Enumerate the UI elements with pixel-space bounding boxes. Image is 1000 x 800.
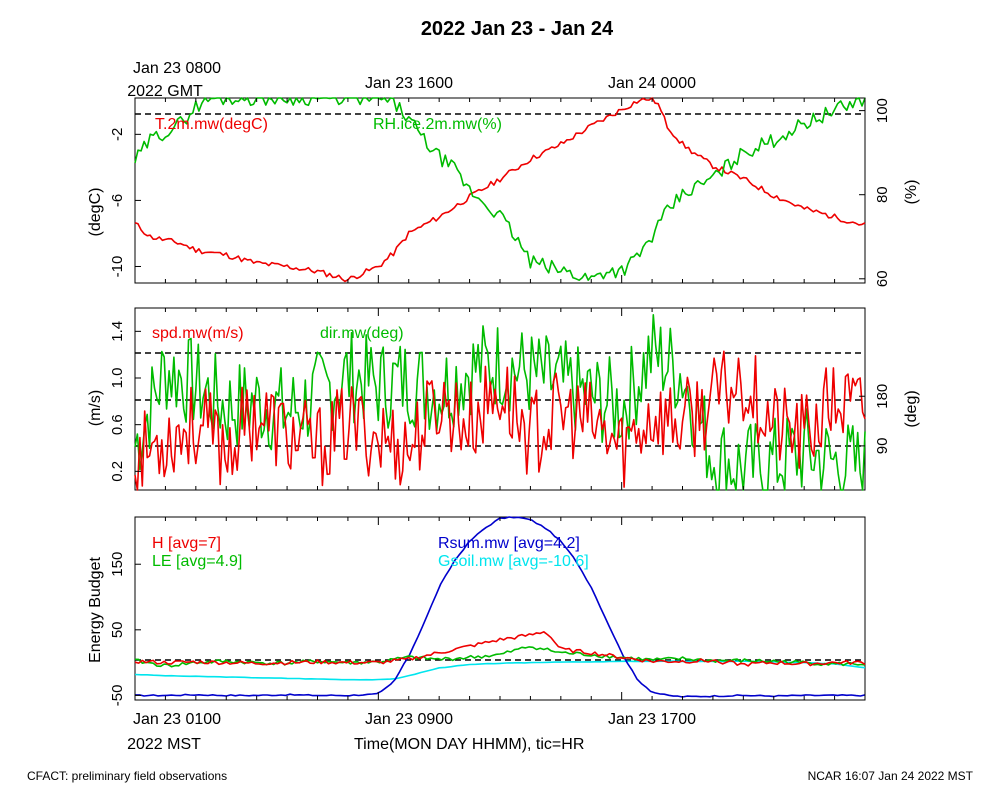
right-y-tick-label: 100: [874, 98, 891, 123]
right-y-tick-label: 180: [874, 384, 891, 409]
temperature-legend: T.2m.mw(degC): [155, 116, 268, 133]
panel-1-right-axis-label: (%): [903, 180, 920, 205]
panel-2-left-axis-label: (m/s): [87, 390, 104, 426]
rsum-legend: Rsum.mw [avg=4.2]: [438, 535, 580, 552]
left-y-tick-label: 1.4: [109, 321, 126, 342]
wind-speed-series-line: [134, 350, 866, 491]
panel-3-ticks: -50 50 150: [109, 517, 866, 707]
gsoil-series-line: [134, 660, 866, 681]
energy-budget-panel: -50 50 150 H [avg=7] LE [avg=4.9] Rsum.mw …: [87, 516, 866, 707]
left-y-tick-label: 1.0: [109, 368, 126, 389]
mst-tick-label-0: Jan 23 0100: [133, 711, 221, 728]
mst-tick-label-1: Jan 23 0900: [365, 711, 453, 728]
gmt-tick-label-1: Jan 23 1600: [365, 75, 453, 92]
mst-tick-label-2: Jan 23 1700: [608, 711, 696, 728]
le-series-line: [134, 646, 866, 668]
left-y-tick-label: 50: [109, 621, 126, 638]
wind-panel: 0.2 0.6 1.0 1.4 90 180 spd.mw(m/s) dir.mw(deg…: [87, 307, 920, 491]
h-series-line: [134, 630, 866, 667]
footer-left-note: CFACT: preliminary field observations: [27, 769, 227, 783]
panel-2-ticks: 0.2 0.6 1.0 1.4 90 180: [109, 308, 891, 490]
gsoil-legend: Gsoil.mw [avg=-10.6]: [438, 553, 589, 570]
right-y-tick-label: 60: [874, 270, 891, 287]
mst-year-label: 2022 MST: [127, 736, 201, 753]
temperature-series-line: [134, 97, 866, 283]
panel-1-ticks: -10 -6 -2 60 80 100: [109, 98, 891, 287]
x-axis-label: Time(MON DAY HHMM), tic=HR: [354, 736, 584, 753]
wind-direction-legend: dir.mw(deg): [320, 325, 404, 342]
le-legend: LE [avg=4.9]: [152, 553, 242, 570]
right-y-tick-label: 90: [874, 438, 891, 455]
h-legend: H [avg=7]: [152, 535, 221, 552]
footer-right-note: NCAR 16:07 Jan 24 2022 MST: [808, 769, 974, 783]
wind-speed-legend: spd.mw(m/s): [152, 325, 244, 342]
left-y-tick-label: -6: [109, 194, 126, 207]
panel-2-right-axis-label: (deg): [903, 390, 920, 427]
temperature-rh-panel: -10 -6 -2 60 80 100 T.2m.mw(degC) RH.ice.2m.m…: [87, 97, 920, 287]
gmt-tick-label-2: Jan 24 0000: [608, 75, 696, 92]
panel-3-axis-label: Energy Budget: [87, 557, 104, 663]
panel-1-left-axis-label: (degC): [87, 188, 104, 237]
left-y-tick-label: 150: [109, 552, 126, 577]
gmt-tick-label-0: Jan 23 0800: [133, 60, 221, 77]
rh-legend: RH.ice.2m.mw(%): [373, 116, 502, 133]
right-y-tick-label: 80: [874, 186, 891, 203]
gmt-year-label: 2022 GMT: [127, 83, 203, 100]
wind-direction-series-line: [134, 313, 866, 491]
left-y-tick-label: 0.2: [109, 461, 126, 482]
left-y-tick-label: -2: [109, 128, 126, 141]
left-y-tick-label: -50: [109, 685, 126, 707]
chart-title: 2022 Jan 23 - Jan 24: [421, 18, 614, 40]
left-y-tick-label: -10: [109, 256, 126, 278]
left-y-tick-label: 0.6: [109, 414, 126, 435]
